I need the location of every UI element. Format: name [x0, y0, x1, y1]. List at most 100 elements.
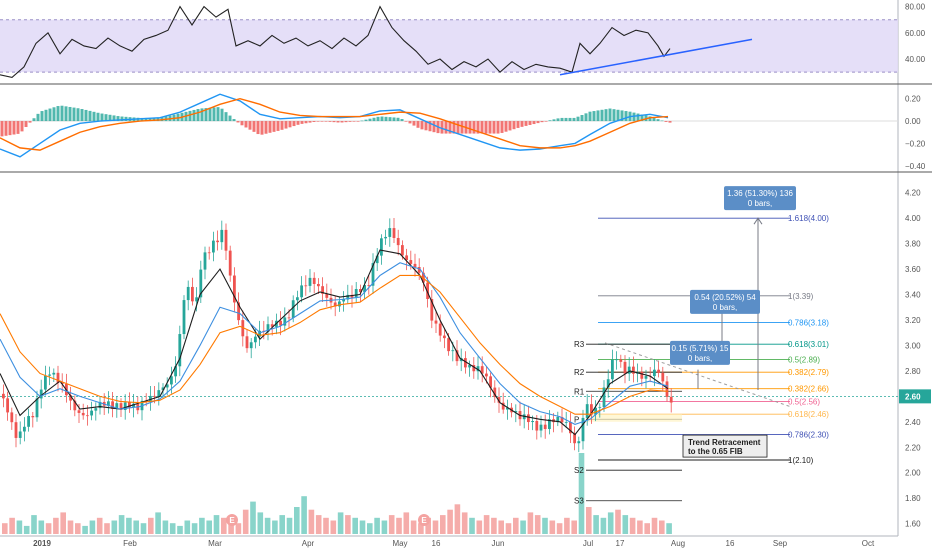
volume-bar	[272, 520, 278, 534]
price-tick-label: 3.80	[905, 240, 921, 249]
macd-histogram-bar	[536, 121, 540, 124]
volume-bar	[622, 515, 629, 534]
candle-body	[23, 426, 26, 432]
macd-histogram-bar	[568, 117, 572, 122]
macd-histogram-bar	[4, 121, 8, 136]
candle-body	[514, 411, 518, 413]
macd-histogram-bar	[404, 121, 408, 122]
candle-body	[476, 366, 480, 372]
macd-histogram-bar	[660, 120, 664, 122]
macd-histogram-bar	[24, 121, 28, 128]
candle-body	[287, 317, 291, 319]
macd-histogram-bar	[288, 121, 292, 128]
candle-body	[405, 255, 408, 261]
macd-tick-label: 0.00	[905, 117, 921, 126]
macd-histogram-bar	[0, 121, 4, 137]
macd-histogram-bar	[216, 107, 220, 122]
candle-body	[325, 293, 329, 298]
candle-body	[14, 422, 18, 438]
measure-box-small-bg	[670, 340, 730, 365]
earnings-marker-label: E	[229, 516, 235, 525]
time-tick-label: Jul	[583, 539, 593, 548]
macd-histogram-bar	[196, 109, 200, 122]
volume-bar	[250, 501, 256, 534]
volume-bar	[126, 517, 132, 534]
macd-histogram-bar	[60, 105, 64, 122]
macd-histogram-bar	[652, 117, 656, 122]
macd-histogram-bar	[424, 121, 428, 131]
candle-body	[312, 277, 316, 284]
volume-bar	[228, 520, 234, 534]
volume-bar	[213, 515, 220, 534]
macd-tick-label: 0.20	[905, 95, 921, 104]
price-tick-label: 3.20	[905, 316, 921, 325]
price-tick-label: 2.80	[905, 367, 921, 376]
volume-bar	[330, 520, 337, 534]
volume-bar	[177, 525, 183, 534]
volume-bar	[308, 509, 315, 534]
candle-body	[535, 420, 539, 431]
earnings-marker	[418, 514, 430, 526]
time-tick-label: Sep	[773, 539, 788, 548]
macd-histogram-bar	[620, 110, 624, 122]
candle-body	[107, 401, 110, 406]
candle-body	[464, 358, 467, 368]
moving-average-line	[0, 249, 669, 436]
macd-histogram-bar	[472, 121, 476, 134]
macd-histogram-bar	[264, 121, 268, 134]
volume-bar	[440, 515, 446, 534]
volume-bar	[67, 520, 74, 534]
macd-histogram-bar	[584, 113, 588, 122]
volume-bar	[75, 523, 81, 534]
macd-histogram-bar	[44, 109, 48, 122]
candle-body	[426, 282, 429, 300]
macd-histogram-bar	[268, 121, 272, 133]
macd-histogram-bar	[64, 106, 68, 122]
macd-histogram-bar	[104, 114, 108, 122]
candle-body	[363, 285, 366, 293]
candle-body	[18, 431, 22, 438]
candle-body	[115, 403, 119, 409]
macd-histogram-bar	[604, 109, 608, 122]
rsi-trendline	[559, 38, 753, 76]
volume-bar	[148, 517, 154, 534]
macd-histogram-bar	[492, 121, 496, 134]
macd-histogram-bar	[664, 121, 668, 122]
candle-body	[216, 240, 219, 243]
candle-body	[602, 387, 606, 407]
candle-body	[161, 387, 165, 391]
measure-box-large-bg	[724, 186, 796, 211]
volume-bar	[257, 512, 264, 534]
fib-zone	[586, 414, 682, 422]
time-tick-label: Jun	[492, 539, 505, 548]
fib-level-label: 0.618(3.01)	[788, 340, 829, 349]
macd-histogram-bar	[360, 120, 364, 122]
candle-body	[123, 402, 127, 410]
macd-histogram-bar	[388, 117, 392, 122]
candle-body	[304, 285, 308, 287]
candle-body	[527, 414, 530, 423]
macd-pane: 0.20 0.00 −0.20 −0.40	[0, 93, 926, 171]
candle-body	[640, 372, 644, 379]
volume-bar	[286, 517, 293, 534]
candle-body	[455, 350, 459, 362]
volume-bar	[454, 504, 461, 534]
candle-body	[270, 324, 274, 327]
macd-histogram-bar	[308, 121, 312, 123]
macd-histogram-bar	[212, 107, 216, 122]
price-tick-label: 1.80	[905, 494, 921, 503]
macd-histogram-bar	[548, 120, 552, 122]
macd-histogram-bar	[28, 121, 32, 123]
candle-body	[174, 366, 177, 377]
candle-body	[468, 365, 471, 368]
time-tick-label: Feb	[123, 539, 137, 548]
earnings-marker-label: E	[421, 516, 427, 525]
candle-body	[186, 286, 190, 301]
macd-histogram-bar	[316, 121, 320, 122]
macd-histogram-bar	[40, 111, 44, 122]
macd-histogram-bar	[332, 121, 336, 123]
time-tick-label: 2019	[33, 539, 51, 548]
